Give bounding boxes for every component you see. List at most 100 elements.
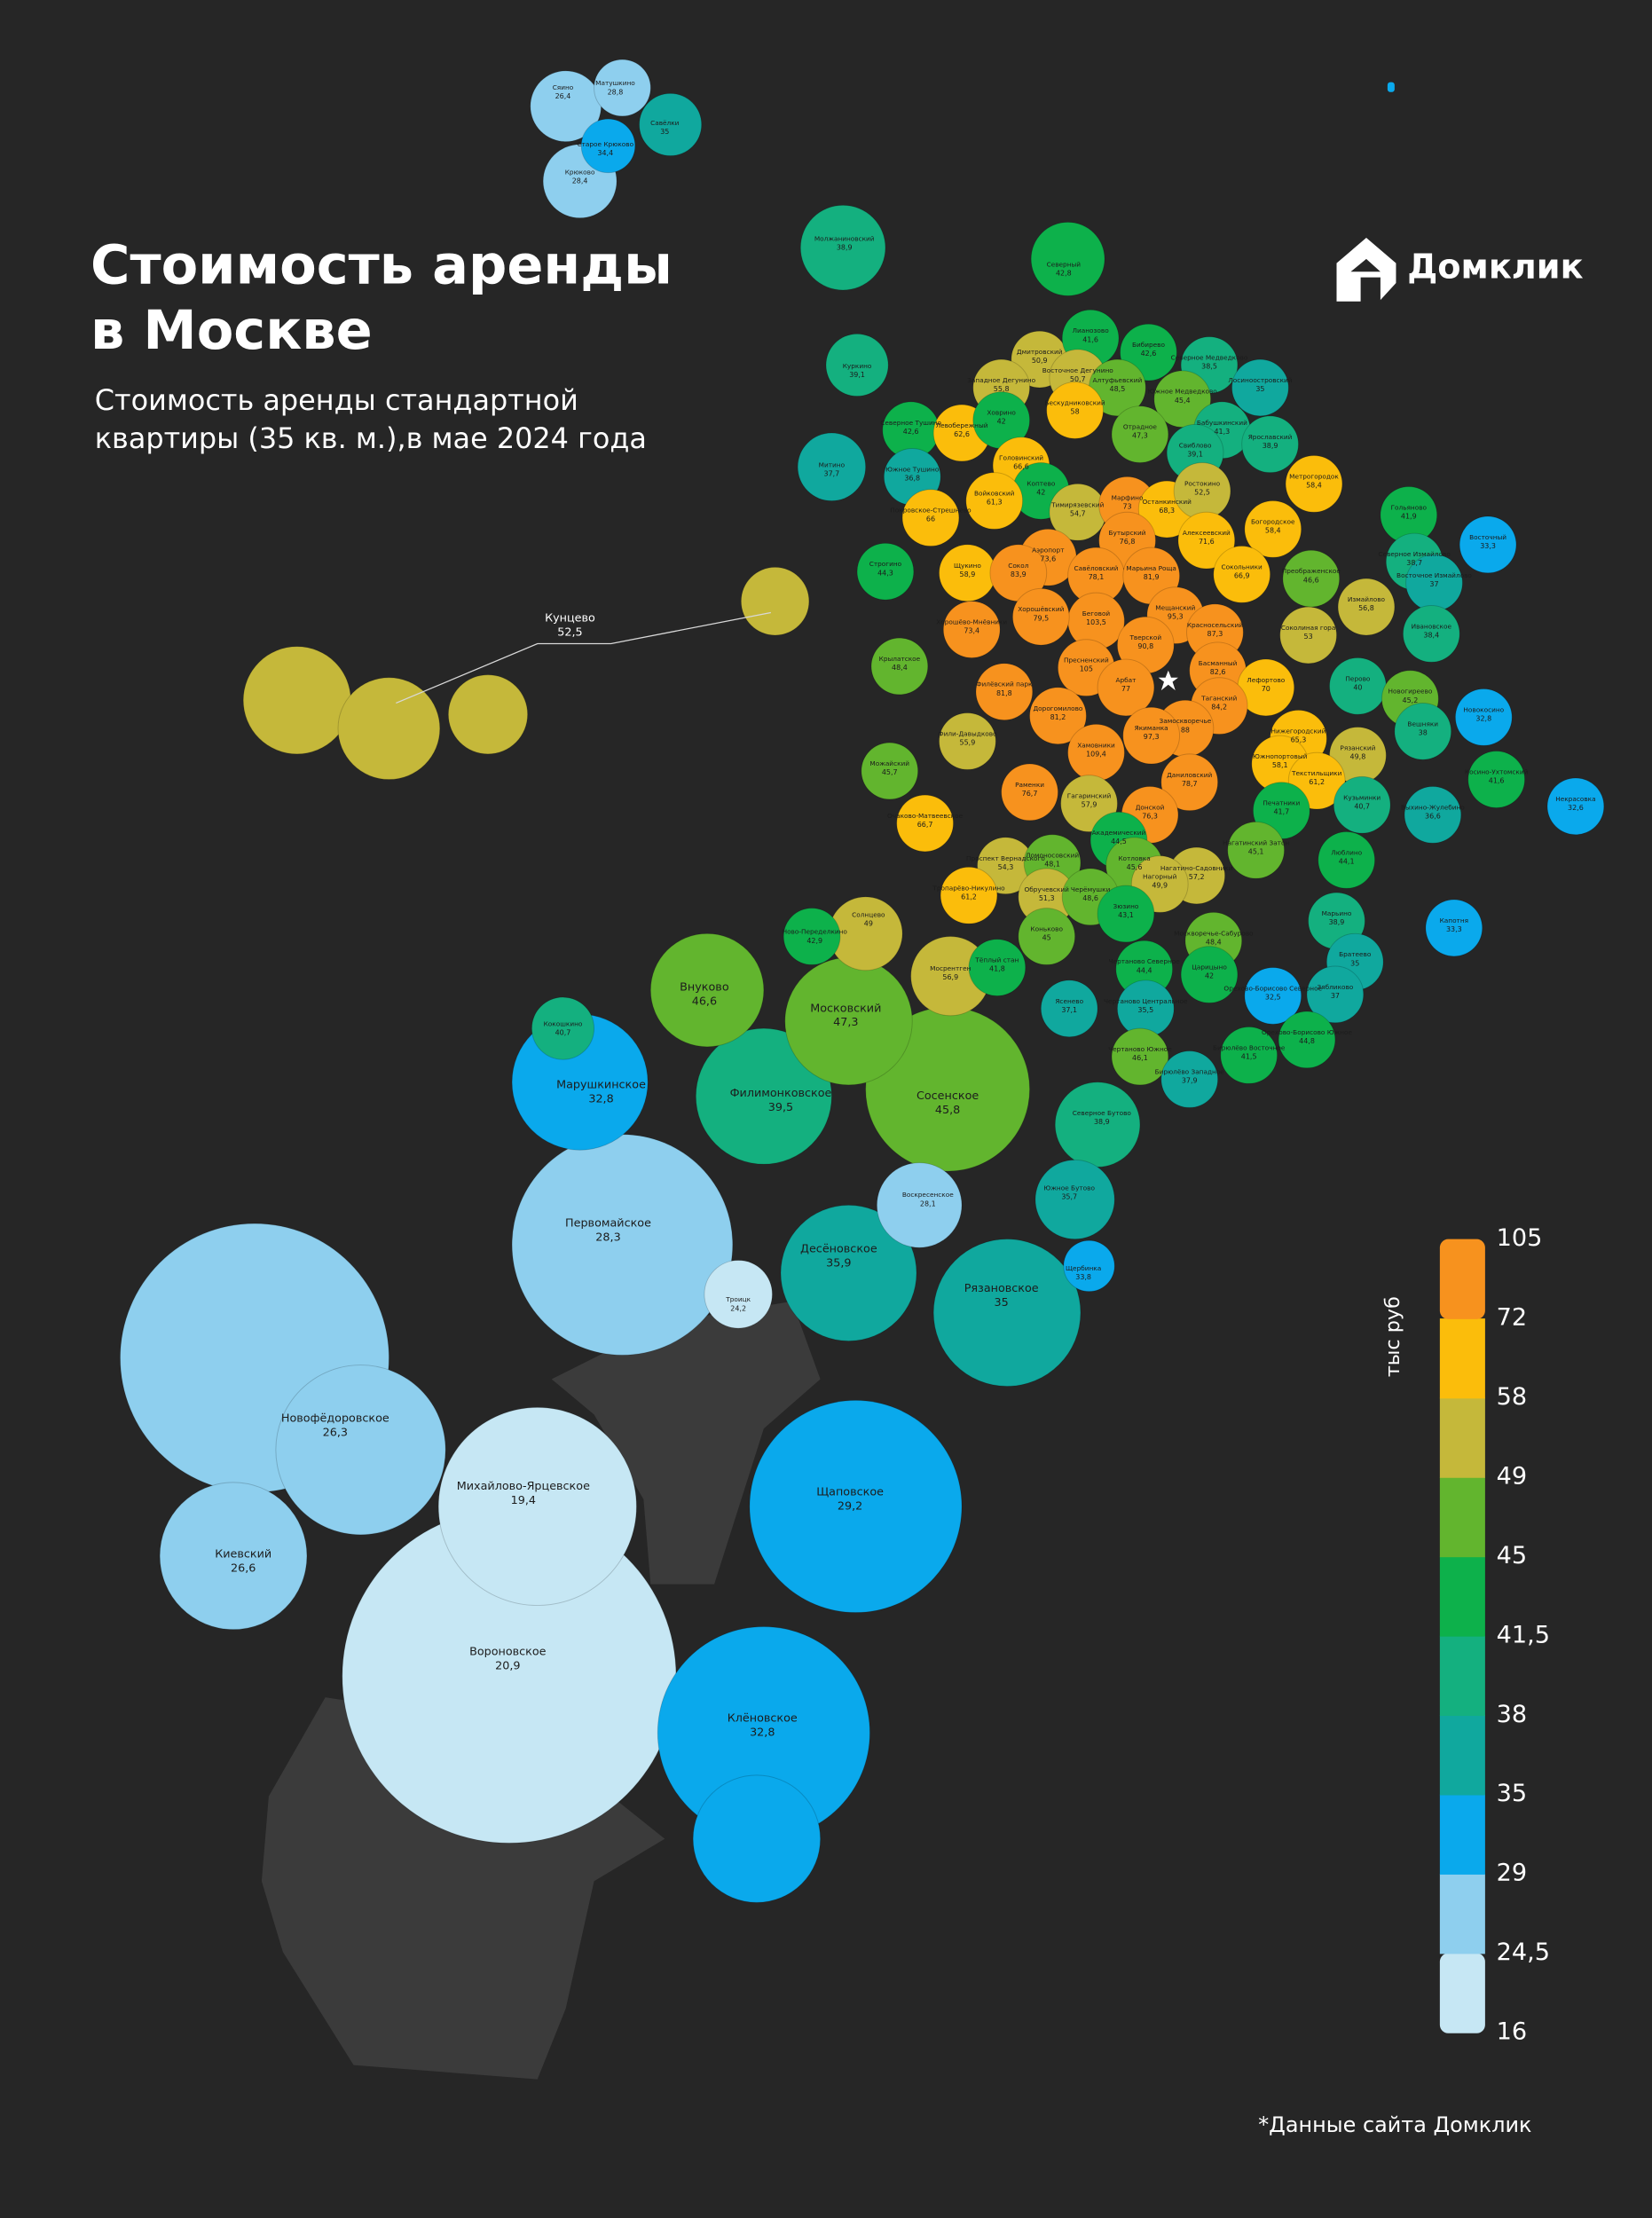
district-region xyxy=(942,601,1001,658)
district-value: 42,9 xyxy=(806,937,822,945)
district-value: 37,9 xyxy=(1182,1077,1198,1085)
district-value: 87,3 xyxy=(1208,630,1223,638)
legend-tick-label: 41,5 xyxy=(1497,1621,1550,1648)
district-value: 90,8 xyxy=(1137,642,1153,650)
legend-swatch xyxy=(1439,1318,1485,1399)
district-name: Филимонковское xyxy=(730,1087,832,1100)
district-value: 45 xyxy=(1042,934,1051,942)
district-name: Фили-Давыдково xyxy=(938,730,997,738)
district-value: 45,6 xyxy=(1127,863,1143,871)
district-label: Донской 76,3 xyxy=(1136,803,1165,820)
district-region xyxy=(870,637,929,696)
district-name: Проспект Вернадского xyxy=(966,854,1045,862)
district-region xyxy=(1030,221,1105,296)
district-value: 57,9 xyxy=(1082,801,1097,809)
district-value: 26,6 xyxy=(231,1562,256,1576)
district-value: 48,5 xyxy=(1110,385,1126,393)
district-region xyxy=(896,794,954,853)
district-label: Бирюлёво Восточное 41,5 xyxy=(1213,1043,1286,1060)
district-name: Бутырский xyxy=(1109,529,1146,537)
district-value: 26,4 xyxy=(555,92,571,100)
district-value: 35 xyxy=(1255,385,1264,393)
district-name: Савёлки xyxy=(650,119,680,127)
district-name: Щаповское xyxy=(816,1486,884,1499)
district-name: Сяино xyxy=(553,83,574,91)
district-value: 66,6 xyxy=(1013,463,1029,471)
district-name: Головинский xyxy=(999,454,1043,462)
district-region xyxy=(1153,370,1212,429)
center-star xyxy=(1158,670,1178,691)
district-value: 38,4 xyxy=(1423,631,1439,639)
district-value: 95,3 xyxy=(1168,613,1184,621)
district-value: 53 xyxy=(1304,633,1313,641)
district-value: 46,6 xyxy=(692,995,717,1008)
district-name: Котловка xyxy=(1118,854,1150,862)
district-value: 97,3 xyxy=(1144,733,1160,741)
legend-swatch xyxy=(1439,1476,1485,1558)
legend-tick-label: 49 xyxy=(1497,1462,1527,1490)
district-value: 35 xyxy=(660,128,669,136)
district-name: Левобережный xyxy=(936,421,988,429)
district-value: 33,8 xyxy=(1075,1273,1091,1281)
district-value: 41,9 xyxy=(1401,513,1417,521)
district-region xyxy=(856,542,915,601)
district-value: 58 xyxy=(1071,408,1080,416)
district-name: Северный xyxy=(1047,260,1082,268)
district-value: 45,7 xyxy=(882,768,898,776)
district-region xyxy=(1213,546,1271,603)
district-label: Люблино 44,1 xyxy=(1331,848,1362,865)
district-name: Бабушкинский xyxy=(1197,419,1247,427)
district-value: 33,3 xyxy=(1446,925,1462,933)
district-value: 79,5 xyxy=(1033,614,1049,622)
district-region xyxy=(797,432,867,501)
district-region xyxy=(1220,1026,1278,1084)
district-value: 46,6 xyxy=(1303,576,1319,584)
district-value: 58,1 xyxy=(1272,761,1288,769)
district-value: 58,9 xyxy=(960,570,976,578)
district-region xyxy=(594,59,651,117)
district-value: 66,7 xyxy=(917,821,933,829)
district-value: 37,7 xyxy=(824,470,840,478)
district-value: 38,9 xyxy=(1329,918,1345,926)
district-name: Мосрентген xyxy=(930,964,971,972)
district-name: Новогиреево xyxy=(1388,688,1432,696)
district-name: Чертаново Центральное xyxy=(1104,997,1188,1005)
district-region xyxy=(1241,415,1299,474)
district-name: Рязанский xyxy=(1340,743,1375,751)
district-region xyxy=(932,1239,1082,1387)
district-value: 46,1 xyxy=(1132,1054,1148,1062)
district-region xyxy=(337,677,441,781)
district-value: 44,3 xyxy=(877,569,893,577)
district-region xyxy=(1177,511,1236,570)
district-name: Можайский xyxy=(869,759,909,767)
district-value: 41,6 xyxy=(1082,335,1098,343)
district-name: Кокошкино xyxy=(544,1019,583,1027)
